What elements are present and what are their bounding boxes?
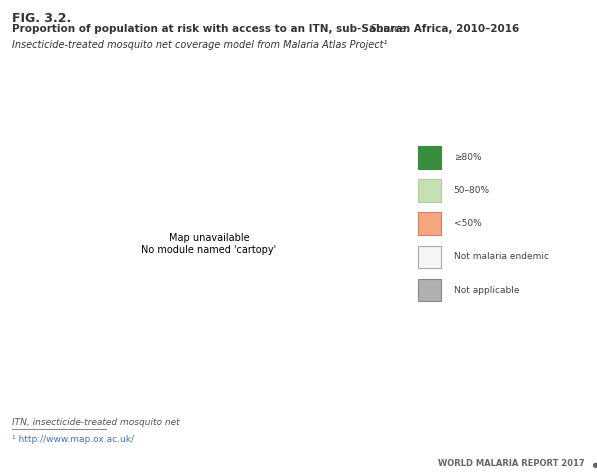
Bar	[418, 146, 441, 169]
Text: WORLD MALARIA REPORT 2017: WORLD MALARIA REPORT 2017	[438, 459, 585, 468]
Text: ¹ http://www.map.ox.ac.uk/: ¹ http://www.map.ox.ac.uk/	[12, 435, 134, 444]
Text: ●·····: ●·····	[588, 462, 597, 468]
Text: 50–80%: 50–80%	[454, 186, 490, 195]
Text: Map unavailable
No module named 'cartopy': Map unavailable No module named 'cartopy…	[141, 233, 276, 255]
Bar	[418, 212, 441, 235]
Text: Proportion of population at risk with access to an ITN, sub-Saharan Africa, 2010: Proportion of population at risk with ac…	[12, 24, 519, 34]
Text: ≥80%: ≥80%	[454, 153, 481, 162]
Text: Not applicable: Not applicable	[454, 286, 519, 294]
Bar	[418, 179, 441, 202]
Text: Source:: Source:	[367, 24, 410, 34]
Bar	[418, 279, 441, 301]
Text: <50%: <50%	[454, 219, 481, 228]
Text: Not malaria endemic: Not malaria endemic	[454, 253, 549, 261]
Text: Insecticide-treated mosquito net coverage model from Malaria Atlas Project¹: Insecticide-treated mosquito net coverag…	[12, 40, 387, 50]
Text: ITN, insecticide-treated mosquito net: ITN, insecticide-treated mosquito net	[12, 418, 180, 427]
Bar	[418, 246, 441, 268]
Text: FIG. 3.2.: FIG. 3.2.	[12, 12, 71, 25]
